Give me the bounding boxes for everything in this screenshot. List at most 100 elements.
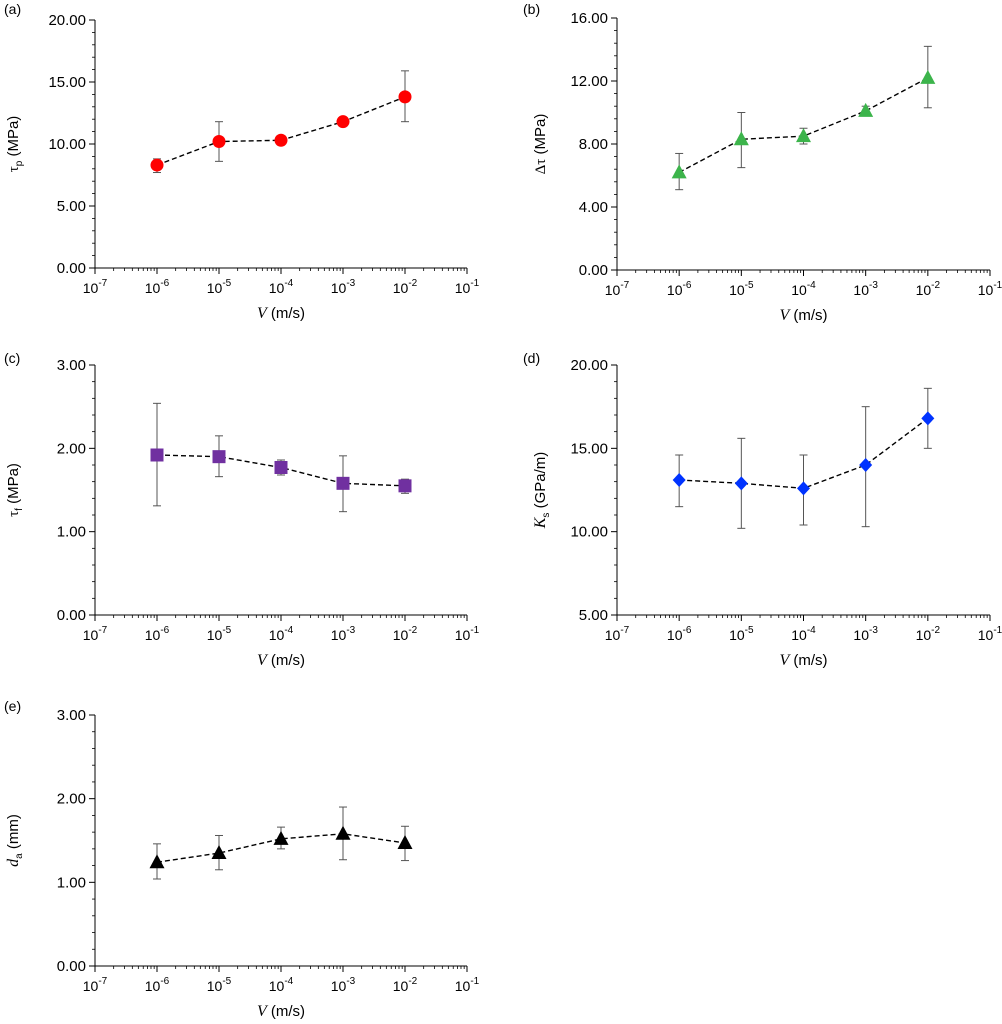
data-point bbox=[672, 473, 686, 487]
x-tick-label: 10-2 bbox=[916, 625, 941, 643]
chart-panel-c: 0.00 1.00 2.00 3.00 10-7 10-6 10-5 10-4 10-3 10-2… bbox=[4, 350, 480, 669]
data-point bbox=[211, 845, 227, 860]
y-axis-title: Ks (GPa/m) bbox=[532, 452, 552, 530]
x-tick-label: 10-6 bbox=[145, 976, 170, 994]
data-point bbox=[398, 479, 412, 493]
y-tick-label: 3.00 bbox=[57, 707, 86, 724]
series-line bbox=[156, 96, 406, 166]
x-tick-label: 10-3 bbox=[331, 976, 356, 994]
x-tick-label: 10-4 bbox=[791, 280, 816, 298]
data-point bbox=[336, 476, 350, 490]
x-tick-label: 10-4 bbox=[269, 278, 294, 296]
x-tick-label: 10-7 bbox=[605, 625, 630, 643]
x-tick-label: 10-1 bbox=[455, 278, 480, 296]
chart-panel-b: 0.00 4.00 8.00 12.00 16.00 10-7 10-6 10-5 10-4 10… bbox=[523, 1, 1002, 324]
y-tick-label: 10.00 bbox=[48, 136, 86, 153]
x-tick-label: 10-6 bbox=[667, 280, 692, 298]
data-point bbox=[150, 158, 164, 172]
x-tick-label: 10-5 bbox=[207, 976, 232, 994]
x-tick-label: 10-4 bbox=[791, 625, 816, 643]
data-point bbox=[335, 825, 351, 840]
data-point bbox=[733, 131, 749, 146]
data-point bbox=[734, 476, 748, 491]
y-tick-label: 15.00 bbox=[48, 74, 86, 91]
x-tick-label: 10-3 bbox=[853, 625, 878, 643]
data-point bbox=[274, 461, 288, 474]
y-axis-title: Δτ (MPa) bbox=[532, 114, 549, 175]
panel-label: (b) bbox=[523, 1, 540, 17]
x-tick-label: 10-1 bbox=[978, 280, 1002, 298]
x-tick-label: 10-3 bbox=[853, 280, 878, 298]
x-tick-label: 10-1 bbox=[455, 625, 480, 643]
data-point bbox=[920, 69, 936, 84]
panel-label: (c) bbox=[4, 350, 20, 366]
data-point bbox=[149, 854, 165, 869]
data-point bbox=[398, 90, 412, 104]
y-tick-label: 0.00 bbox=[579, 262, 608, 279]
x-axis-title: V (m/s) bbox=[257, 652, 305, 669]
y-tick-label: 12.00 bbox=[570, 73, 608, 90]
y-axis-title: τf (MPa) bbox=[5, 463, 25, 517]
y-tick-label: 2.00 bbox=[57, 440, 86, 457]
chart-panel-e: 0.00 1.00 2.00 3.00 10-7 10-6 10-5 10-4 10-3 10-2… bbox=[4, 698, 480, 1020]
x-tick-label: 10-7 bbox=[83, 976, 108, 994]
x-tick-label: 10-4 bbox=[269, 976, 294, 994]
x-tick-label: 10-7 bbox=[83, 278, 108, 296]
x-axis-title: V (m/s) bbox=[779, 652, 827, 669]
y-axis-title: da (mm) bbox=[5, 814, 25, 867]
y-tick-label: 0.00 bbox=[57, 958, 86, 975]
x-tick-label: 10-7 bbox=[605, 280, 630, 298]
y-tick-label: 2.00 bbox=[57, 791, 86, 808]
data-point bbox=[859, 458, 873, 472]
data-point bbox=[274, 133, 288, 147]
x-tick-label: 10-7 bbox=[83, 625, 108, 643]
data-point bbox=[671, 164, 687, 179]
data-point bbox=[150, 448, 164, 462]
x-tick-label: 10-2 bbox=[393, 278, 418, 296]
x-axis-title: V (m/s) bbox=[257, 305, 305, 322]
data-point bbox=[921, 411, 935, 426]
x-tick-label: 10-2 bbox=[916, 280, 941, 298]
series-line bbox=[678, 77, 929, 173]
y-tick-label: 16.00 bbox=[570, 10, 608, 27]
data-point bbox=[212, 450, 226, 464]
data-point bbox=[212, 135, 226, 149]
panel-label: (d) bbox=[523, 350, 540, 366]
x-tick-label: 10-5 bbox=[729, 625, 754, 643]
y-tick-label: 0.00 bbox=[57, 260, 86, 277]
y-tick-label: 3.00 bbox=[57, 357, 86, 374]
data-point bbox=[797, 481, 810, 496]
x-axis-title: V (m/s) bbox=[257, 1003, 305, 1020]
x-tick-label: 10-5 bbox=[207, 278, 232, 296]
y-tick-label: 10.00 bbox=[570, 524, 608, 541]
data-point bbox=[796, 128, 811, 143]
chart-panel-d: 5.00 10.00 15.00 20.00 10-7 10-6 10-5 10-4 10-3 1… bbox=[523, 350, 1002, 669]
data-point bbox=[858, 102, 874, 117]
y-axis-title: τp (MPa) bbox=[5, 116, 25, 173]
y-tick-label: 20.00 bbox=[48, 12, 86, 29]
x-tick-label: 10-6 bbox=[667, 625, 692, 643]
y-tick-label: 0.00 bbox=[57, 607, 86, 624]
x-tick-label: 10-1 bbox=[455, 976, 480, 994]
data-point bbox=[336, 115, 350, 129]
x-axis-title: V (m/s) bbox=[779, 307, 827, 324]
x-tick-label: 10-2 bbox=[393, 976, 418, 994]
y-tick-label: 4.00 bbox=[579, 199, 608, 216]
x-tick-label: 10-6 bbox=[145, 625, 170, 643]
series-line bbox=[156, 833, 406, 863]
y-tick-label: 1.00 bbox=[57, 524, 86, 541]
x-tick-label: 10-3 bbox=[331, 278, 356, 296]
y-tick-label: 15.00 bbox=[570, 440, 608, 457]
y-tick-label: 20.00 bbox=[570, 357, 608, 374]
x-tick-label: 10-1 bbox=[978, 625, 1002, 643]
y-tick-label: 5.00 bbox=[57, 198, 86, 215]
data-point bbox=[397, 835, 413, 850]
x-tick-label: 10-5 bbox=[207, 625, 232, 643]
x-tick-label: 10-6 bbox=[145, 278, 170, 296]
y-tick-label: 1.00 bbox=[57, 874, 86, 891]
x-tick-label: 10-4 bbox=[269, 625, 294, 643]
data-point bbox=[273, 830, 289, 845]
x-tick-label: 10-2 bbox=[393, 625, 418, 643]
chart-panel-a: 0.00 5.00 10.00 15.00 20.00 10-7 10-6 10-5 10-4 1… bbox=[4, 1, 480, 322]
